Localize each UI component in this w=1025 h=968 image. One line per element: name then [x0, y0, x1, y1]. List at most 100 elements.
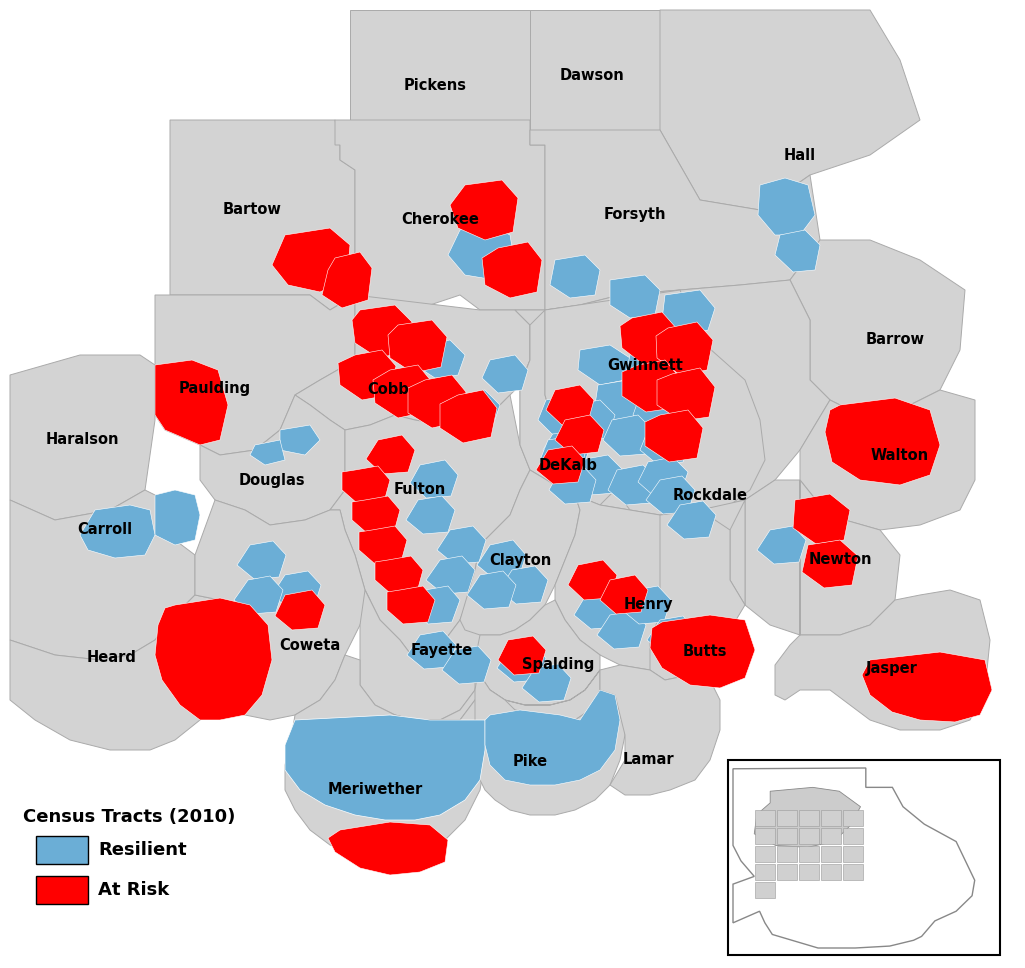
Polygon shape: [328, 822, 448, 875]
Text: Fulton: Fulton: [394, 482, 446, 498]
Polygon shape: [272, 228, 350, 292]
Polygon shape: [407, 631, 456, 669]
Polygon shape: [415, 340, 465, 378]
Polygon shape: [656, 322, 713, 375]
Polygon shape: [352, 305, 412, 358]
Polygon shape: [498, 636, 546, 675]
Polygon shape: [650, 510, 745, 680]
Polygon shape: [800, 810, 819, 826]
Polygon shape: [440, 390, 497, 443]
Polygon shape: [442, 646, 491, 684]
Polygon shape: [650, 615, 755, 688]
Polygon shape: [350, 10, 660, 145]
Polygon shape: [800, 390, 975, 530]
Polygon shape: [825, 398, 940, 485]
Polygon shape: [667, 501, 716, 539]
Polygon shape: [520, 310, 560, 485]
Polygon shape: [373, 365, 432, 418]
Polygon shape: [777, 846, 797, 862]
Polygon shape: [426, 556, 475, 594]
Polygon shape: [821, 810, 840, 826]
Polygon shape: [200, 395, 345, 525]
Polygon shape: [155, 490, 200, 545]
Polygon shape: [730, 480, 900, 635]
Polygon shape: [285, 655, 490, 860]
Polygon shape: [755, 846, 775, 862]
Polygon shape: [733, 768, 975, 948]
Polygon shape: [555, 415, 604, 455]
Polygon shape: [793, 494, 850, 544]
Polygon shape: [645, 410, 703, 462]
Polygon shape: [843, 864, 863, 880]
Text: Butts: Butts: [683, 645, 728, 659]
Polygon shape: [600, 575, 648, 614]
Polygon shape: [657, 368, 715, 421]
Polygon shape: [758, 178, 815, 235]
Polygon shape: [450, 390, 500, 428]
Polygon shape: [338, 350, 396, 400]
Polygon shape: [800, 846, 819, 862]
Polygon shape: [467, 571, 516, 609]
Polygon shape: [777, 810, 797, 826]
Polygon shape: [485, 690, 620, 785]
Text: Bartow: Bartow: [222, 202, 282, 218]
Polygon shape: [625, 350, 675, 393]
Polygon shape: [237, 541, 286, 579]
Text: Heard: Heard: [87, 650, 137, 666]
Polygon shape: [408, 375, 466, 428]
Text: Forsyth: Forsyth: [604, 207, 666, 223]
Polygon shape: [448, 225, 515, 280]
Polygon shape: [597, 611, 646, 649]
Polygon shape: [640, 425, 690, 464]
Text: Douglas: Douglas: [239, 472, 305, 488]
Polygon shape: [622, 586, 671, 624]
Polygon shape: [568, 560, 617, 600]
Text: Pike: Pike: [512, 754, 547, 770]
FancyBboxPatch shape: [36, 836, 88, 864]
Polygon shape: [800, 828, 819, 844]
Polygon shape: [775, 230, 820, 272]
Polygon shape: [477, 540, 526, 579]
Polygon shape: [802, 540, 858, 588]
Polygon shape: [755, 810, 775, 826]
Polygon shape: [515, 280, 830, 515]
Polygon shape: [610, 275, 660, 318]
Polygon shape: [620, 312, 678, 365]
Polygon shape: [250, 440, 285, 465]
Polygon shape: [821, 828, 840, 844]
Polygon shape: [790, 240, 965, 415]
Polygon shape: [843, 846, 863, 862]
Text: Resilient: Resilient: [98, 841, 187, 859]
Polygon shape: [352, 496, 400, 534]
Polygon shape: [662, 290, 715, 335]
Polygon shape: [615, 340, 765, 515]
Text: Spalding: Spalding: [522, 657, 594, 673]
Polygon shape: [450, 180, 518, 240]
Polygon shape: [497, 644, 546, 682]
Polygon shape: [275, 590, 325, 630]
Polygon shape: [80, 505, 155, 558]
Text: Paulding: Paulding: [179, 380, 251, 396]
Text: Pickens: Pickens: [404, 77, 466, 93]
Polygon shape: [170, 120, 355, 310]
Text: Haralson: Haralson: [45, 433, 119, 447]
Text: Lamar: Lamar: [622, 752, 673, 768]
Text: Rockdale: Rockdale: [672, 488, 747, 502]
Text: Carroll: Carroll: [78, 523, 132, 537]
Polygon shape: [594, 380, 643, 420]
Polygon shape: [272, 571, 321, 609]
Polygon shape: [412, 586, 460, 624]
Polygon shape: [322, 252, 372, 308]
Bar: [728, 760, 1000, 955]
Polygon shape: [777, 864, 797, 880]
Polygon shape: [366, 435, 415, 474]
Polygon shape: [600, 665, 720, 795]
Polygon shape: [545, 290, 700, 505]
Polygon shape: [821, 864, 840, 880]
Polygon shape: [546, 385, 594, 425]
Polygon shape: [437, 526, 486, 564]
Polygon shape: [574, 591, 623, 629]
Polygon shape: [234, 576, 283, 614]
Polygon shape: [660, 10, 920, 210]
Polygon shape: [475, 660, 625, 815]
